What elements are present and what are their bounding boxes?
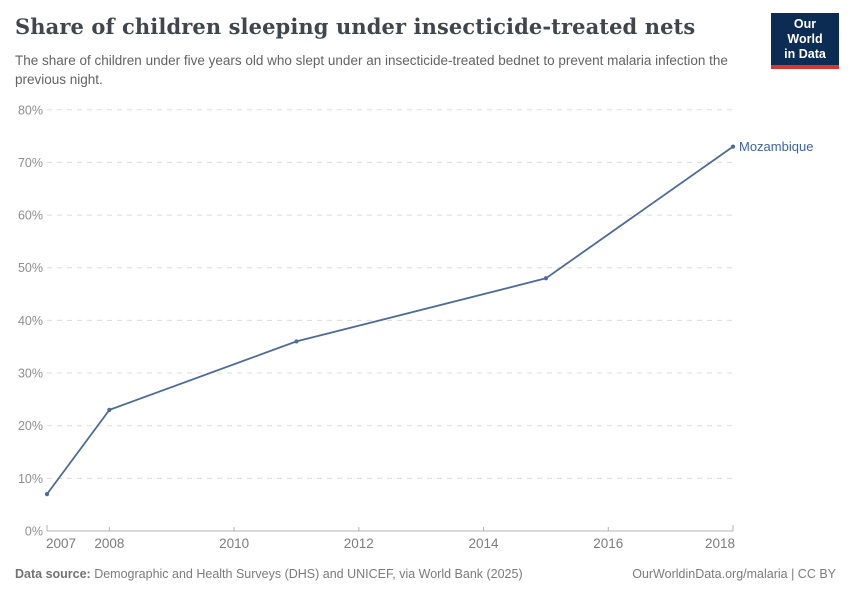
- y-tick-label-30: 30%: [18, 367, 43, 381]
- y-tick-label-70: 70%: [18, 156, 43, 170]
- data-source-note: Data source: Demographic and Health Surv…: [15, 567, 523, 581]
- data-point-mozambique-2015[interactable]: [543, 276, 549, 281]
- x-tick-label-2012: 2012: [344, 536, 374, 551]
- line-chart-plot-area: 0% 10% 20% 30% 40% 50% 60% 70% 80% 2007 2008 2010 20…: [18, 103, 813, 551]
- x-tick-label-2010: 2010: [219, 536, 249, 551]
- data-source-label: Data source:: [15, 567, 91, 581]
- data-point-mozambique-2018[interactable]: [730, 144, 736, 149]
- chart-subtitle: The share of children under five years o…: [15, 53, 728, 87]
- data-point-mozambique-2007[interactable]: [44, 492, 50, 497]
- data-point-mozambique-2011[interactable]: [294, 339, 299, 344]
- chart-title: Share of children sleeping under insecti…: [15, 14, 696, 39]
- y-tick-label-60: 60%: [18, 209, 43, 223]
- chart-footer: Data source: Demographic and Health Surv…: [0, 567, 850, 581]
- x-tick-label-2008: 2008: [94, 536, 124, 551]
- data-point-mozambique-2008[interactable]: [107, 407, 112, 412]
- y-tick-label-20: 20%: [18, 419, 43, 433]
- y-tick-label-40: 40%: [18, 314, 43, 328]
- y-tick-label-0: 0%: [25, 525, 43, 539]
- x-tick-label-2016: 2016: [593, 536, 623, 551]
- owid-logo-line2: in Data: [784, 47, 826, 61]
- y-tick-label-10: 10%: [18, 472, 43, 486]
- credit-link[interactable]: OurWorldinData.org/malaria | CC BY: [632, 567, 836, 581]
- x-tick-label-2014: 2014: [469, 536, 500, 551]
- owid-logo-line1: Our World: [787, 17, 823, 46]
- owid-logo[interactable]: Our World in Data: [771, 13, 839, 69]
- y-tick-label-50: 50%: [18, 261, 43, 275]
- series-label-mozambique[interactable]: Mozambique: [739, 139, 813, 154]
- data-source-text: Demographic and Health Surveys (DHS) and…: [90, 567, 523, 581]
- y-tick-label-80: 80%: [18, 103, 43, 117]
- x-tick-label-2018: 2018: [705, 536, 735, 551]
- x-tick-label-2007: 2007: [46, 536, 76, 551]
